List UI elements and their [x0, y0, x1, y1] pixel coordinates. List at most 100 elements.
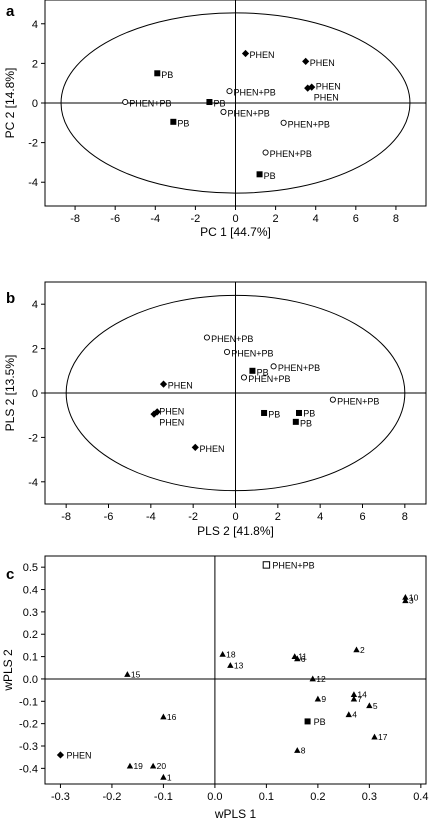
- confidence-ellipse: [65, 294, 406, 492]
- point-label: PHEN+PB: [278, 363, 320, 373]
- x-axis-title: wPLS 1: [214, 807, 257, 821]
- variable-label: 10: [409, 592, 419, 602]
- point-label: PB: [300, 418, 312, 428]
- point-label: PHEN: [314, 93, 339, 103]
- x-tick-label: 4: [313, 213, 319, 225]
- data-point-diamond: [241, 49, 250, 58]
- data-point-circle: [240, 374, 248, 381]
- data-point-square: [170, 118, 177, 125]
- point-label: PHEN: [159, 417, 184, 427]
- x-tick-label: 4: [317, 511, 323, 523]
- x-tick-label: -0.3: [51, 791, 70, 803]
- point-label: PHEN+PB: [233, 88, 275, 98]
- variable-label: 3: [409, 596, 414, 606]
- point-label: PHEN+PB: [227, 108, 269, 118]
- point-label: PHEN+PB: [270, 149, 312, 159]
- data-point-square: [292, 418, 299, 425]
- data-point-circle: [262, 149, 269, 156]
- y-tick-label: 0: [32, 98, 38, 110]
- x-tick-label: 8: [402, 511, 408, 523]
- data-point-circle: [223, 348, 231, 355]
- panel-a-pc-scores-plot: a -8 -6 -4 -2 0 2 4 6 8 -4 -2 0 2 4 PC 1 [44.7%] PC 2 [1…: [3, 0, 427, 239]
- y-axis-title: PC 2 [14.8%]: [3, 68, 17, 139]
- variable-loading-point: [126, 762, 134, 769]
- y-tick-label: 4: [32, 19, 38, 31]
- class-label: PHEN+PB: [272, 560, 314, 570]
- variable-label: 16: [167, 712, 177, 722]
- y-tick-label: -2: [28, 138, 38, 150]
- variable-loading-point: [371, 733, 378, 740]
- class-label: PHEN: [66, 750, 91, 760]
- x-tick-label: -6: [104, 511, 114, 523]
- variable-label: 11: [298, 652, 307, 662]
- variable-loading-point: [291, 653, 298, 659]
- data-point-square: [296, 409, 302, 416]
- variable-loading-point: [219, 650, 226, 657]
- x-tick-label: 2: [275, 511, 281, 523]
- plot-frame: [44, 555, 427, 785]
- variable-loading-point: [160, 773, 167, 780]
- x-axis-title: PLS 2 [41.8%]: [197, 524, 274, 538]
- variable-label: 7: [357, 694, 362, 704]
- point-label: PHEN: [250, 50, 275, 60]
- y-tick-label: 0: [32, 388, 38, 400]
- point-label: PB: [257, 367, 269, 377]
- x-tick-label: -0.1: [154, 791, 173, 803]
- x-tick-label: -2: [188, 511, 198, 523]
- variable-label: 13: [234, 661, 244, 671]
- panel-b-pls-scores-plot: b -8 -6 -4 -2 0 2 4 6 8 -4 -2 0 2 4 PLS 2 [41.8%] PLS 2 …: [3, 281, 427, 538]
- point-label: PB: [161, 70, 173, 80]
- variable-loading-point: [309, 675, 316, 682]
- point-label: PHEN+PB: [248, 374, 290, 384]
- point-label: PHEN+PB: [129, 99, 171, 109]
- data-point-circle: [280, 119, 287, 126]
- variable-loading-point: [124, 671, 131, 677]
- y-tick-label: -4: [28, 477, 38, 489]
- x-tick-label: -0.2: [102, 791, 121, 803]
- point-label: PB: [213, 99, 225, 109]
- x-tick-label: 2: [273, 213, 279, 225]
- x-tick-label: -8: [70, 213, 80, 225]
- class-label: PB: [314, 717, 326, 727]
- data-point-circle: [329, 396, 336, 403]
- point-label: PHEN+PB: [337, 396, 379, 406]
- x-tick-label: -8: [61, 511, 71, 523]
- variable-label: 17: [378, 732, 388, 742]
- x-tick-label: -4: [150, 213, 160, 225]
- confidence-ellipse: [60, 12, 411, 194]
- point-label: PHEN: [200, 444, 225, 454]
- variable-label: 8: [301, 745, 306, 755]
- point-label: PHEN+PB: [211, 334, 253, 344]
- panel-letter: b: [6, 290, 15, 307]
- variable-label: 9: [321, 694, 326, 704]
- y-tick-label: -2: [28, 432, 38, 444]
- panel-c-wpls-loadings-plot: c -0.3 -0.2 -0.1 0.0 0.1 0.2 0.3 0.4 0.5 0.4 0.3 0.2…: [1, 555, 428, 821]
- y-tick-label: 0.2: [23, 629, 38, 641]
- y-axis-title: PLS 2 [13.5%]: [3, 355, 17, 432]
- variable-label: 15: [131, 669, 141, 679]
- data-point-circle: [270, 363, 277, 370]
- y-tick-label: 2: [32, 58, 38, 70]
- data-point-circle: [226, 88, 233, 95]
- x-tick-label: 0: [232, 213, 238, 225]
- data-point-diamond: [150, 410, 158, 418]
- data-point-square: [256, 171, 263, 178]
- y-tick-label: 0.1: [23, 652, 38, 664]
- y-tick-label: 0.4: [23, 585, 38, 597]
- variable-loading-point: [353, 646, 360, 653]
- variable-loading-point: [149, 762, 157, 769]
- x-tick-label: -6: [110, 213, 120, 225]
- point-label: PHEN: [310, 58, 335, 68]
- x-tick-label: -4: [146, 511, 156, 523]
- variable-loading-point: [294, 747, 301, 753]
- variable-label: 12: [316, 674, 326, 684]
- point-label: PB: [177, 118, 189, 128]
- variable-loading-point: [345, 711, 352, 718]
- variable-loading-point: [350, 691, 358, 697]
- variable-loading-point: [366, 702, 373, 709]
- data-point-square: [249, 367, 256, 374]
- y-tick-label: -4: [28, 177, 38, 189]
- y-tick-label: -0.2: [19, 719, 38, 731]
- data-point-diamond: [302, 57, 310, 66]
